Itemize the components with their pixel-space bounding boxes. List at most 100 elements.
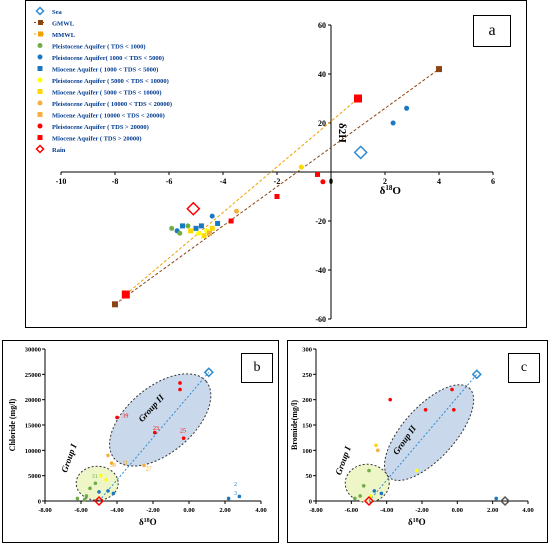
- y-axis-label: Bromide(mg/l): [290, 400, 299, 450]
- x-tick-label: -2: [274, 177, 281, 186]
- data-point: [93, 481, 98, 486]
- x-tick-label: -6.00: [345, 507, 359, 514]
- y-tick-label: 20: [318, 119, 326, 128]
- x-tick-label: -8: [112, 177, 119, 186]
- data-point: [372, 489, 377, 493]
- legend-marker: [35, 6, 45, 16]
- data-point: [82, 497, 87, 502]
- y-tick-label: 40: [318, 70, 326, 79]
- data-point: [84, 494, 89, 498]
- data-point: [353, 145, 368, 160]
- data-point: [88, 486, 92, 491]
- y-tick-label: 0: [38, 499, 41, 506]
- data-point: [121, 290, 130, 299]
- legend-marker: [35, 144, 45, 154]
- x-tick-label: -4.00: [110, 507, 124, 514]
- legend-label: Pleistocene Aquifer ( TDS > 20000): [52, 124, 149, 131]
- data-point: [198, 223, 204, 229]
- legend-marker: [37, 89, 43, 94]
- mixing-line: [98, 371, 210, 502]
- endmember-marker: [471, 369, 482, 380]
- y-tick-label: 250: [302, 372, 312, 379]
- legend-label: Pleistocene Aquifer ( 5000 < TDS < 10000…: [52, 78, 169, 85]
- data-point: [109, 461, 114, 465]
- data-point: [209, 213, 215, 219]
- y-tick-label: -20: [315, 217, 326, 226]
- data-point: [104, 477, 108, 482]
- data-point: [388, 397, 392, 402]
- y-tick-label: 60: [318, 21, 326, 30]
- legend-marker: [38, 31, 43, 37]
- legend-marker: [37, 66, 43, 71]
- y-tick-label: 20000: [25, 397, 41, 404]
- legend-label: Miocene Aquifer ( 1000 < TDS < 5000): [52, 67, 158, 74]
- data-point: [379, 491, 384, 496]
- data-point: [188, 228, 194, 234]
- y-tick-label: -60: [315, 315, 326, 324]
- panel-b-label: b: [253, 360, 261, 375]
- chart-c: -8.00 -6.00 -4.00 -2.00 0.00 2.00 4.00 0 50 100 15…: [290, 347, 534, 528]
- legend-marker: [37, 112, 43, 117]
- data-point: [452, 408, 456, 412]
- data-point: [374, 443, 378, 448]
- y-tick-label: 15000: [25, 423, 41, 430]
- x-axis-label: δ18O: [380, 184, 402, 197]
- data-point: [106, 453, 110, 458]
- endmember-marker: [363, 495, 375, 507]
- data-point: [423, 408, 428, 412]
- data-point: [354, 94, 362, 103]
- endmember-marker: [203, 367, 214, 378]
- data-point: [207, 230, 212, 236]
- x-tick-label: 4.00: [522, 507, 533, 514]
- data-point: [169, 225, 175, 231]
- x-tick-label: 0: [329, 177, 333, 186]
- y-tick-label: 100: [302, 448, 312, 455]
- legend-marker: [37, 54, 43, 60]
- data-point: [201, 233, 207, 239]
- data-point: [178, 381, 182, 385]
- series-line: [114, 68, 440, 305]
- data-point: [186, 201, 201, 216]
- data-point: [153, 430, 157, 435]
- legend-label: Miocene Aquifer ( 5000 < TDS < 10000): [52, 90, 162, 97]
- chart-b: -8.00 -6.00 -4.00 -2.00 0.00 2.00 4.00 0 5000 100…: [8, 347, 267, 528]
- x-tick-label: -8.00: [38, 507, 52, 514]
- chart-a: -10 -8 -6 -4 -2 0 2 4 6-60-40-20204060δ18Oδ2HSea…: [34, 6, 495, 324]
- y-tick-label: 50: [306, 473, 313, 480]
- legend-marker: [37, 77, 43, 83]
- x-tick-label: 2: [383, 177, 387, 186]
- x-tick-label: -8.00: [309, 507, 323, 514]
- panel-c-label-box: c: [508, 353, 540, 383]
- series-line: [125, 98, 359, 295]
- legend-label: GMWL: [52, 21, 75, 28]
- panel-a-label-box: a: [473, 15, 511, 47]
- data-point: [315, 171, 320, 177]
- y-tick-label: -40: [315, 266, 326, 275]
- data-point: [111, 491, 116, 496]
- group-i-ellipse: [344, 463, 390, 503]
- data-point: [436, 66, 442, 73]
- legend-label: Pleistocene Aquifer ( 10000 < TDS < 2000…: [52, 101, 172, 108]
- legend-label: MMWL: [52, 32, 76, 39]
- data-point: [106, 489, 110, 493]
- data-point: [274, 194, 280, 199]
- endmember-marker: [499, 495, 511, 507]
- group-ii-ellipse: [109, 373, 212, 467]
- endmember-marker: [93, 495, 105, 507]
- y-tick-label: 300: [302, 347, 312, 354]
- x-tick-label: 6: [491, 177, 495, 186]
- legend-marker: [38, 20, 43, 25]
- x-axis-label: δ18O: [139, 517, 157, 527]
- data-point: [99, 473, 103, 478]
- x-tick-label: 2.00: [219, 507, 230, 514]
- data-point: [196, 230, 202, 236]
- legend-marker: [37, 135, 43, 140]
- legend-marker: [37, 43, 43, 48]
- panel-b: -8.00 -6.00 -4.00 -2.00 0.00 2.00 4.00 0 5000 100…: [2, 340, 279, 543]
- data-point: [226, 496, 231, 501]
- data-point: [376, 448, 380, 453]
- legend-label: Miocene Aquifer ( 10000 < TDS < 20000): [52, 113, 165, 120]
- group-i-label: Group I: [59, 442, 79, 474]
- point-label: 2: [234, 482, 237, 488]
- data-point: [237, 494, 242, 499]
